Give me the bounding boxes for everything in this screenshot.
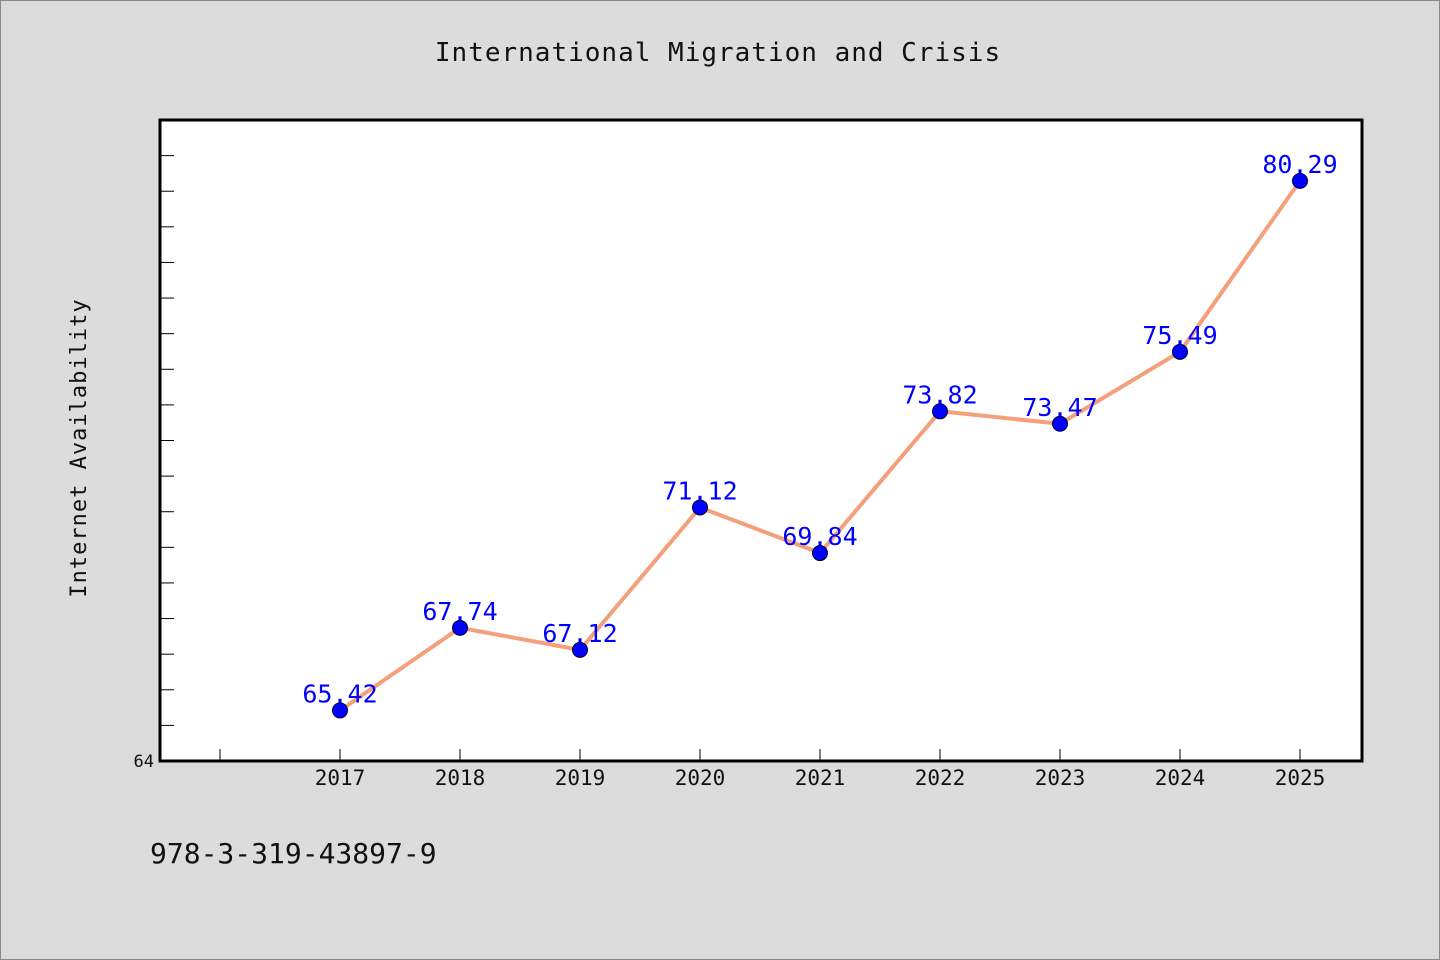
data-labels: 65.42 67.74 67.12 71.12 69.84 73.82 73.47 75.49…	[302, 150, 1337, 709]
x-tick-label-2021: 2021	[795, 766, 846, 790]
data-point-2023	[1052, 415, 1068, 432]
x-tick-label-2023: 2023	[1035, 766, 1086, 790]
data-label-2024: 75.49	[1142, 321, 1217, 350]
data-point-2024	[1172, 343, 1188, 360]
data-point-2018	[452, 619, 468, 636]
data-label-2022: 73.82	[902, 380, 977, 409]
data-point-2019	[572, 641, 588, 658]
data-label-2019: 67.12	[542, 619, 617, 648]
data-label-2020: 71.12	[662, 476, 737, 505]
data-point-2021	[812, 545, 828, 562]
series-layer	[332, 172, 1308, 719]
y-axis-ticks: 64	[134, 155, 174, 772]
x-tick-label-2017: 2017	[315, 766, 366, 790]
plot-area	[158, 118, 1364, 763]
data-point-2020	[692, 499, 708, 516]
y-tick-label: 64	[134, 752, 154, 772]
x-tick-label-2022: 2022	[915, 766, 966, 790]
isbn-footer: 978-3-319-43897-9	[150, 837, 437, 870]
x-tick-label-2024: 2024	[1155, 766, 1206, 790]
x-axis-ticks: 2017 2018 2019 2020 2021 2022 2023 2024 2025	[219, 749, 1326, 790]
data-point-2025	[1292, 172, 1308, 189]
x-tick-label-2018: 2018	[435, 766, 486, 790]
data-point-2022	[932, 403, 948, 420]
data-label-2017: 65.42	[302, 679, 377, 708]
x-tick-label-2025: 2025	[1275, 766, 1326, 790]
x-tick-label-2019: 2019	[555, 766, 606, 790]
x-tick-label-2020: 2020	[675, 766, 726, 790]
chart-title: International Migration and Crisis	[435, 38, 1001, 68]
data-label-2025: 80.29	[1262, 150, 1337, 179]
data-point-2017	[332, 702, 348, 719]
data-label-2021: 69.84	[782, 522, 857, 551]
y-axis-label: Internet Availability	[67, 298, 92, 597]
data-label-2023: 73.47	[1022, 393, 1097, 422]
data-label-2018: 67.74	[422, 597, 497, 626]
